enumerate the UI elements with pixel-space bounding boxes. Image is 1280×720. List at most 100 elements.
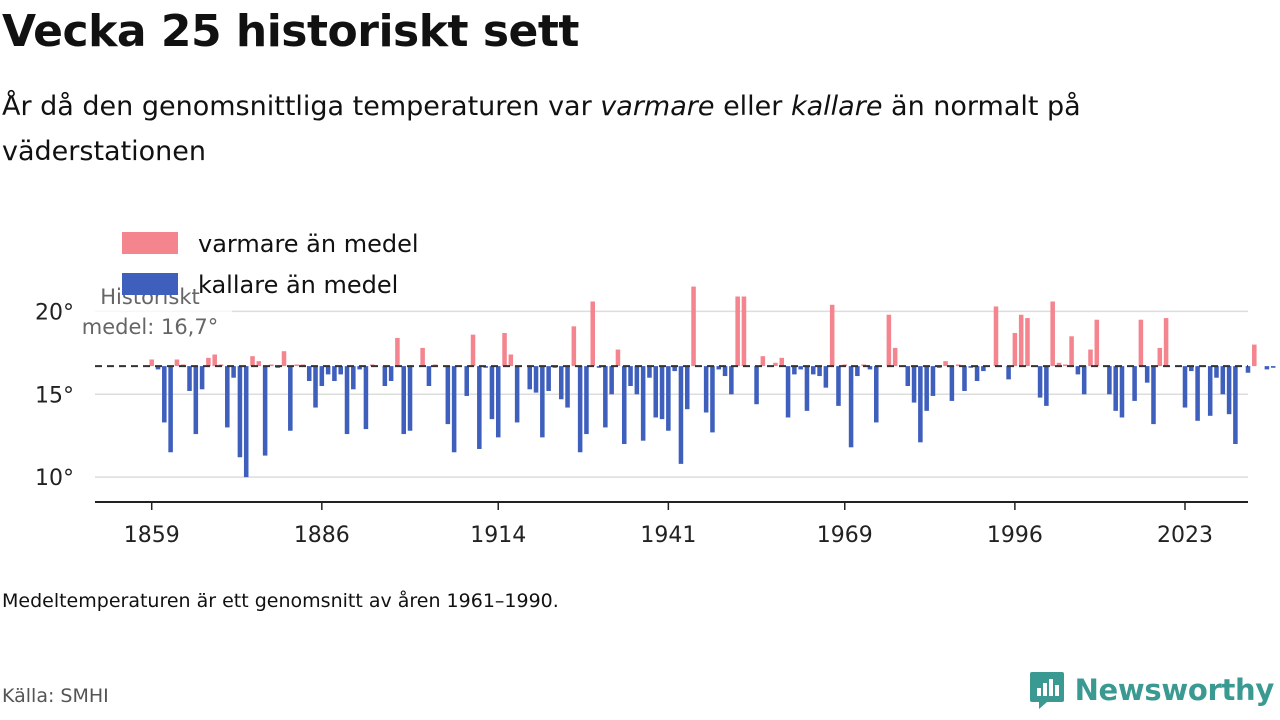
temperature-bar-chart: Historiskt medel: 16,7° 10°15°20° 1859 18… <box>35 230 1276 548</box>
bar <box>546 366 551 391</box>
bar <box>741 296 747 367</box>
bar <box>388 366 394 382</box>
bar <box>1226 366 1232 415</box>
bar <box>464 366 469 396</box>
bar <box>489 366 495 420</box>
bar <box>1056 362 1062 367</box>
bar <box>571 326 577 367</box>
bar <box>666 366 671 431</box>
bar <box>306 366 312 382</box>
brand-name: Newsworthy <box>1074 673 1275 707</box>
legend-warm-swatch <box>122 232 178 254</box>
bar <box>848 366 854 448</box>
bar <box>729 366 734 395</box>
bar <box>962 366 967 391</box>
bar <box>212 354 217 367</box>
bar <box>237 366 243 458</box>
bar <box>1037 366 1043 398</box>
subtitle-part1: År då den genomsnittliga temperaturen va… <box>2 91 601 122</box>
newsworthy-logo-icon <box>1029 672 1064 709</box>
bar <box>659 366 665 420</box>
bar <box>1063 364 1068 367</box>
bar <box>206 357 211 367</box>
bar <box>943 361 948 367</box>
bar <box>1138 319 1144 367</box>
bar <box>502 332 507 367</box>
bar <box>508 354 514 367</box>
bar <box>162 366 167 423</box>
bar <box>1252 344 1257 367</box>
x-tick-label: 1969 <box>817 523 873 548</box>
bar <box>243 366 249 478</box>
bar <box>804 366 810 411</box>
bar <box>647 366 652 378</box>
bar <box>426 366 432 386</box>
bar <box>886 314 892 367</box>
bar <box>149 359 154 367</box>
bar <box>918 366 923 443</box>
bar <box>540 366 545 438</box>
bar <box>1088 349 1093 367</box>
bar <box>269 364 274 367</box>
bar <box>792 366 797 375</box>
bar <box>1119 366 1125 418</box>
bar <box>256 361 262 367</box>
legend: varmare än medel kallare än medel <box>122 230 419 299</box>
bar <box>640 366 646 441</box>
bar <box>1113 366 1118 411</box>
y-tick-label: 10° <box>35 466 74 491</box>
bar <box>678 366 684 464</box>
legend-warm-label: varmare än medel <box>198 230 419 258</box>
reference-label: Historiskt medel: 16,7° <box>72 282 232 340</box>
bar <box>281 351 287 367</box>
bar <box>1025 318 1030 367</box>
bar <box>817 366 822 377</box>
bar <box>628 366 633 386</box>
bar <box>949 366 955 401</box>
bar <box>1270 366 1276 368</box>
bar <box>357 366 362 370</box>
chart-title: Vecka 25 historiskt sett <box>2 6 579 57</box>
bar <box>514 366 520 423</box>
bar <box>155 366 161 370</box>
bar <box>407 366 413 431</box>
y-axis-ticks: 10° 15° 20° <box>35 300 74 491</box>
x-axis-ticks: 1859 1886 1914 1941 1969 1996 2023 <box>124 502 1213 548</box>
bar <box>577 366 583 453</box>
x-tick-label: 2023 <box>1157 523 1213 548</box>
bar <box>1012 332 1018 367</box>
bar <box>653 366 659 418</box>
bar <box>1151 366 1156 425</box>
bar <box>1075 366 1081 375</box>
source-label: Källa: SMHI <box>2 685 109 707</box>
bar <box>684 366 690 410</box>
chart-subtitle: År då den genomsnittliga temperaturen va… <box>2 84 1242 174</box>
bar <box>1182 366 1188 408</box>
x-tick-label: 1914 <box>470 523 526 548</box>
bar <box>1094 319 1100 367</box>
bar <box>924 366 929 411</box>
brand-logo: Newsworthy <box>1029 670 1274 710</box>
bar <box>590 301 596 367</box>
bar <box>325 366 331 375</box>
x-tick-label: 1941 <box>640 523 696 548</box>
y-tick-label: 20° <box>35 300 74 325</box>
bar <box>691 286 696 367</box>
subtitle-cold-word: kallare <box>790 91 883 122</box>
bar <box>565 366 570 408</box>
bar <box>344 366 350 435</box>
bar <box>470 334 476 367</box>
bar <box>1214 366 1219 378</box>
bar <box>855 366 860 377</box>
bar <box>199 366 205 390</box>
bar <box>294 364 299 367</box>
bar <box>703 366 709 413</box>
bar <box>773 362 778 367</box>
bar <box>395 337 400 367</box>
bar <box>332 366 337 382</box>
bar <box>174 359 180 367</box>
bar <box>874 366 879 423</box>
bar <box>1195 366 1200 421</box>
bar <box>810 366 816 375</box>
bar <box>779 357 785 367</box>
